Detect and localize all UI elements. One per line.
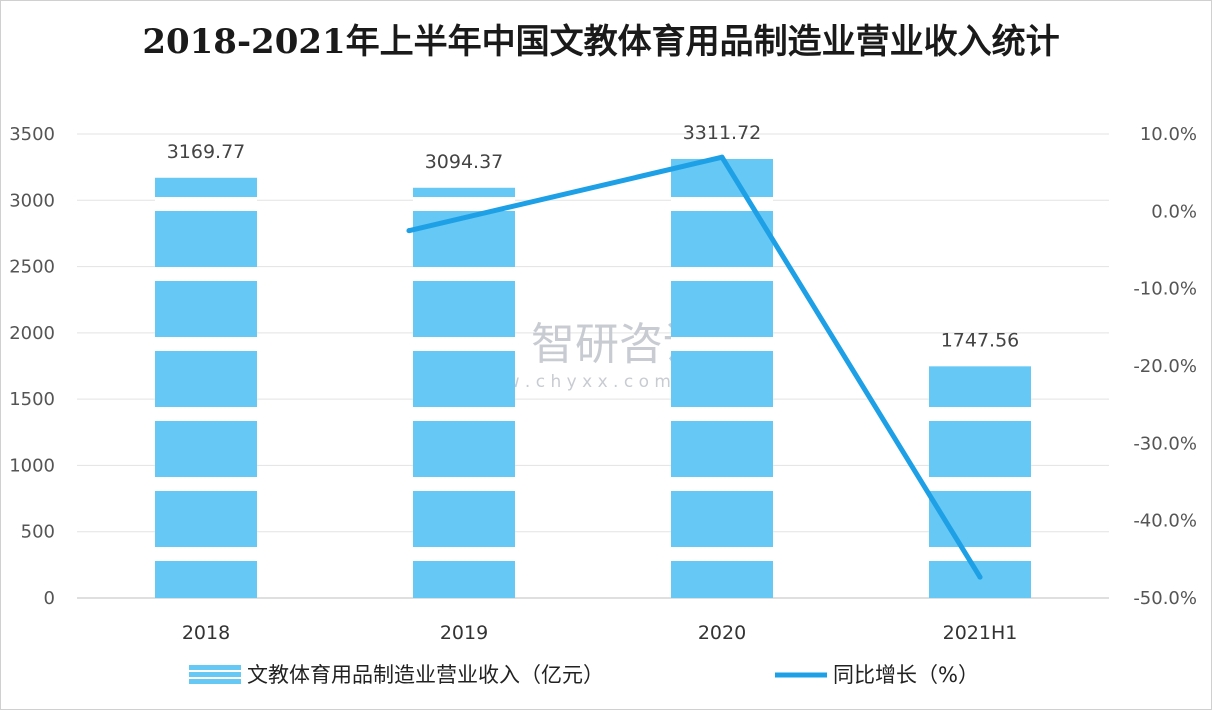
bar-data-label: 3094.37	[425, 151, 504, 173]
bar-2020	[671, 158, 773, 598]
x-tick-label: 2019	[440, 622, 488, 644]
axis-layer: 0 500 1000 1500 2000 2500 3000 3500 -50.0% -40.0%…	[9, 124, 1197, 644]
legend: 文教体育用品制造业营业收入（亿元） 同比增长（%）	[189, 663, 979, 687]
line-layer	[406, 154, 983, 580]
y-left-tick-label: 1000	[9, 455, 55, 476]
y-left-tick-label: 0	[44, 588, 55, 609]
y-right-tick-label: -30.0%	[1133, 433, 1197, 454]
x-tick-label: 2021H1	[943, 622, 1018, 644]
bar-data-label: 3311.72	[683, 122, 762, 144]
legend-line-label: 同比增长（%）	[833, 663, 979, 687]
line-point	[977, 574, 983, 580]
y-right-tick-label: 10.0%	[1140, 124, 1197, 145]
bar-2019	[413, 187, 515, 598]
y-left-tick-label: 500	[21, 522, 55, 543]
y-right-tick-label: -40.0%	[1133, 511, 1197, 532]
legend-bar-label: 文教体育用品制造业营业收入（亿元）	[247, 663, 604, 687]
y-left-tick-label: 3500	[9, 124, 55, 145]
bar-data-label: 3169.77	[167, 141, 246, 163]
chart-title: 2018-2021年上半年中国文教体育用品制造业营业收入统计	[142, 22, 1060, 62]
line-point	[406, 228, 412, 234]
bar-2018	[155, 177, 257, 599]
x-tick-label: 2020	[698, 622, 746, 644]
y-left-tick-label: 2500	[9, 257, 55, 278]
watermark-url: w w w . c h y x x . c o m	[467, 372, 671, 392]
bar-2021H1	[929, 366, 1031, 598]
y-right-tick-label: -10.0%	[1133, 279, 1197, 300]
x-tick-label: 2018	[182, 622, 230, 644]
line-point	[719, 154, 725, 160]
y-right-tick-label: -50.0%	[1133, 588, 1197, 609]
y-left-tick-label: 3000	[9, 190, 55, 211]
y-left-tick-label: 2000	[9, 323, 55, 344]
legend-bar-swatch	[189, 665, 241, 684]
y-right-tick-label: -20.0%	[1133, 356, 1197, 377]
y-right-tick-label: 0.0%	[1151, 201, 1197, 222]
bars-layer: 3169.77 3094.37 3311.72 1747.56	[155, 122, 1031, 599]
y-left-tick-label: 1500	[9, 389, 55, 410]
bar-data-label: 1747.56	[941, 329, 1020, 351]
